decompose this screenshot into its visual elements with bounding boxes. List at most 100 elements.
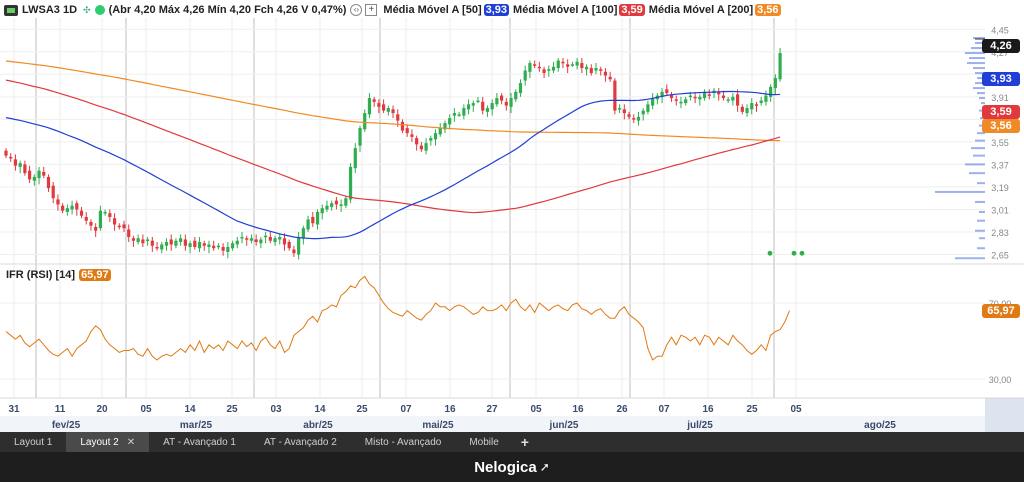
profile-bar [975, 42, 985, 45]
candle-body [400, 121, 405, 131]
toggle-indicators-button[interactable]: ‹› [350, 4, 363, 16]
ma100-line [5, 79, 781, 214]
candle-body [754, 104, 759, 106]
close-icon[interactable]: ✕ [126, 436, 136, 448]
candle-body [750, 103, 754, 110]
candle-body [131, 238, 136, 241]
plot-background [0, 0, 1024, 432]
profile-bar [975, 229, 985, 232]
candle-body [226, 246, 230, 252]
profile-bar [975, 200, 985, 203]
tab-at-avancado-2[interactable]: AT - Avançado 2 [263, 436, 337, 448]
candle-body [377, 103, 381, 107]
price-tick-label: 2,65 [991, 250, 1009, 260]
candle-body [339, 204, 343, 206]
month-label: fev/25 [52, 420, 81, 431]
rsi-price-badge: 65,97 [982, 304, 1020, 318]
profile-bar [969, 172, 985, 175]
candle-body [18, 163, 22, 167]
month-label: mai/25 [422, 420, 454, 431]
candle-body [70, 205, 74, 210]
candle-body [490, 103, 494, 110]
rsi-label[interactable]: IFR (RSI) [14] 65,97 [6, 268, 111, 282]
candle-body [164, 241, 169, 246]
x-tick-label: 05 [530, 404, 542, 415]
link-icon[interactable]: ✣ [83, 4, 91, 15]
price-chart[interactable]: 4,454,274,093,913,733,553,373,193,012,83… [0, 0, 1024, 432]
tab-mobile[interactable]: Mobile [469, 436, 499, 448]
ma50-label[interactable]: Média Móvel A [50] [383, 4, 482, 16]
profile-bar [973, 67, 985, 70]
price-tick-label: 3,55 [991, 138, 1009, 148]
add-indicator-button[interactable]: + [365, 4, 378, 16]
chart-type-icon[interactable] [4, 4, 18, 16]
candle-body [367, 98, 372, 115]
x-tick-label: 05 [790, 404, 802, 415]
candle-body [688, 95, 692, 98]
candle-body [212, 245, 216, 249]
month-label: jul/25 [686, 420, 713, 431]
candle-body [216, 245, 220, 248]
profile-bar [979, 237, 985, 240]
moving-averages [5, 60, 781, 240]
candle-body [146, 239, 150, 241]
candle-body [282, 238, 287, 245]
ma200-price-badge: 3,56 [982, 119, 1020, 133]
candle-body [51, 185, 55, 199]
candle-body [448, 118, 452, 125]
candle-body [717, 91, 721, 95]
profile-bar [977, 132, 985, 135]
candle-body [108, 213, 112, 217]
candle-body [537, 66, 541, 69]
ma200-label[interactable]: Média Móvel A [200] [648, 4, 754, 16]
candle-body [594, 68, 598, 71]
profile-bar [973, 154, 985, 157]
candle-body [278, 236, 282, 240]
tab-layout-2[interactable]: Layout 2 ✕ [66, 432, 150, 452]
candle-body [684, 99, 688, 104]
candle-body [249, 238, 254, 241]
candle-body [466, 104, 471, 110]
price-axis-background [985, 0, 1024, 432]
x-tick-label: 25 [356, 404, 368, 415]
candle-body [382, 104, 386, 111]
candle-body [778, 53, 782, 80]
ma50-line [5, 90, 781, 240]
candle-body [405, 128, 409, 134]
ma100-label[interactable]: Média Móvel A [100] [513, 4, 618, 16]
candle-body [197, 241, 202, 249]
ma100-price-badge: 3,59 [982, 105, 1020, 119]
tab-layout-1[interactable]: Layout 1 [14, 436, 53, 448]
layout-tabs: Layout 1 Layout 2 ✕ AT - Avançado 1 AT - … [0, 432, 1024, 452]
candle-body [141, 239, 145, 244]
candle-body [56, 199, 60, 205]
candle-body [457, 114, 461, 116]
candle-body [287, 241, 291, 249]
candle-body [46, 176, 51, 189]
candle-body [726, 99, 730, 101]
candle-body [764, 95, 768, 102]
price-tick-label: 3,01 [991, 205, 1009, 215]
x-tick-label: 25 [226, 404, 238, 415]
tab-misto-avancado[interactable]: Misto - Avançado [364, 436, 442, 448]
candle-body [127, 229, 131, 237]
brand-logo: Nelogica ➚ [474, 459, 550, 476]
signal-dot [791, 250, 797, 256]
candle-body [542, 69, 546, 74]
candle-body [235, 240, 239, 245]
profile-bar [965, 52, 985, 55]
profile-bar [965, 163, 985, 166]
symbol-label[interactable]: LWSA3 1D [22, 4, 78, 16]
add-tab-button[interactable]: + [520, 434, 529, 450]
candle-body [174, 240, 178, 246]
x-tick-label: 05 [140, 404, 152, 415]
rsi-tick-label: 30,00 [989, 375, 1012, 385]
tab-at-avancado-1[interactable]: AT - Avançado 1 [163, 436, 236, 448]
candle-body [618, 108, 622, 110]
x-tick-label: 11 [55, 404, 66, 415]
brand-mark-icon: ➚ [539, 460, 550, 474]
candle-body [651, 98, 655, 106]
candle-body [547, 69, 551, 71]
profile-bar [977, 77, 985, 80]
candle-body [28, 170, 32, 180]
